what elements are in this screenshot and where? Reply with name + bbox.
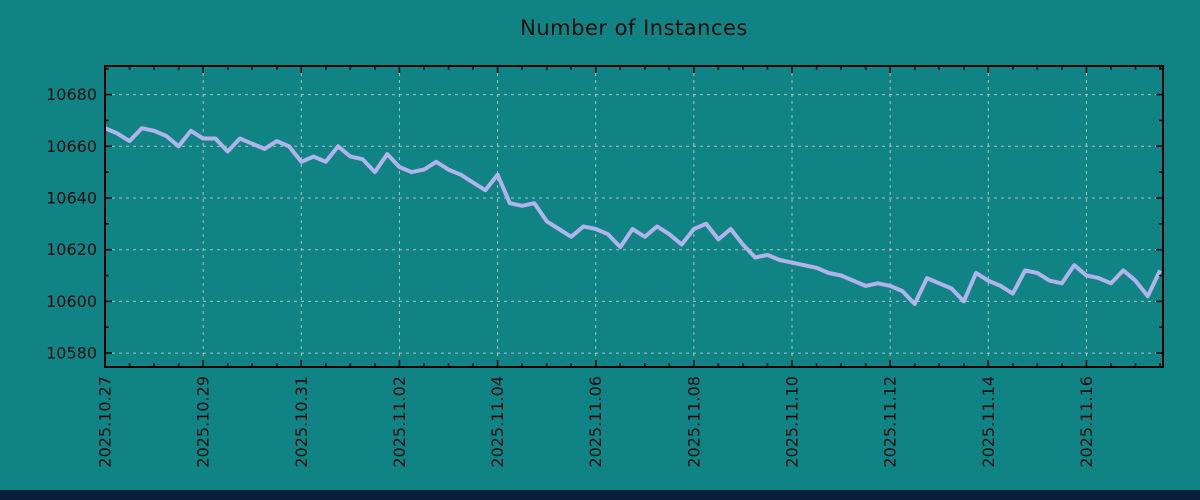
y-axis-tick-label: 10600 [46,292,97,311]
x-axis-tick-label: 2025.11.08 [684,376,703,468]
y-axis-tick-label: 10580 [46,344,97,363]
x-axis-tick-label: 2025.10.29 [194,376,213,468]
label-layer: 10580 10600 10620 10640 10660 10680 2025.10.27… [46,85,1096,468]
frame-layer [104,65,1164,368]
series-layer [104,126,1162,306]
x-axis-tick-label: 2025.10.27 [96,376,115,468]
chart-title: Number of Instances [520,16,748,40]
x-axis-tick-label: 2025.11.06 [586,376,605,468]
plot-border [104,65,1164,368]
x-axis-tick-label: 2025.11.16 [1077,376,1096,468]
y-axis-tick-label: 10620 [46,240,97,259]
grid-layer [104,66,1163,367]
y-axis-tick-label: 10660 [46,137,97,156]
x-axis-tick-label: 2025.11.14 [979,376,998,468]
x-axis-tick-label: 2025.11.02 [390,376,409,468]
x-axis-tick-label: 2025.10.31 [292,376,311,468]
y-axis-tick-label: 10640 [46,189,97,208]
x-axis-tick-label: 2025.11.12 [881,376,900,468]
bottom-bar [0,490,1200,500]
x-axis-tick-label: 2025.11.10 [783,376,802,468]
y-axis-tick-label: 10680 [46,85,97,104]
series-line [104,126,1162,306]
x-axis-tick-label: 2025.11.04 [488,376,507,468]
